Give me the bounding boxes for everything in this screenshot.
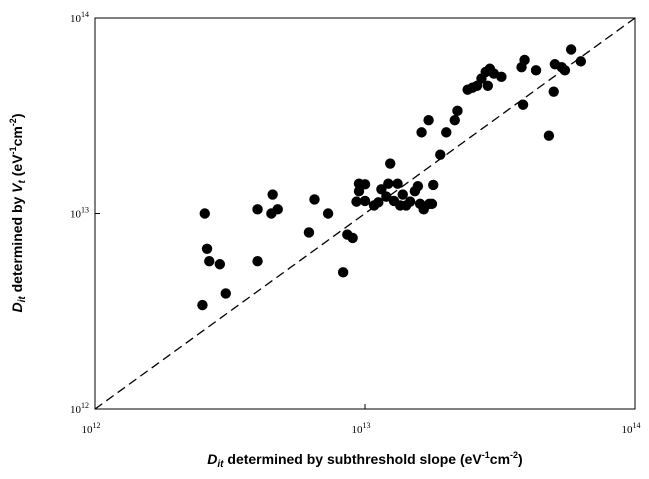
y-label-sup2: -2 <box>8 118 18 126</box>
x-tick-label: 1013 <box>352 421 371 436</box>
data-point <box>252 204 263 215</box>
data-point <box>351 196 362 207</box>
data-point <box>359 179 371 190</box>
y-axis-label: Dit determined by Vt (eV-1cm-2) <box>8 113 28 312</box>
data-point <box>543 130 555 141</box>
data-point <box>559 65 571 76</box>
data-point <box>449 115 460 126</box>
data-point <box>197 299 208 311</box>
x-label-text: determined by subthreshold slope (eV <box>224 451 483 467</box>
data-point <box>214 259 226 270</box>
data-point <box>376 184 387 195</box>
data-point <box>337 267 349 278</box>
data-points <box>197 44 587 311</box>
data-point <box>428 179 439 191</box>
x-tick-label: 1014 <box>622 421 641 436</box>
y-axis-ticks: 1012 1013 1014 <box>70 10 100 416</box>
data-point <box>204 256 215 267</box>
data-point <box>548 86 559 97</box>
data-point <box>441 127 452 138</box>
x-axis-label: Dit determined by subthreshold slope (eV… <box>207 450 522 470</box>
data-point <box>426 198 438 210</box>
data-point <box>272 204 283 215</box>
y-label-text2: (eV <box>9 154 25 180</box>
x-label-prefix: D <box>207 451 217 467</box>
data-point <box>412 180 424 192</box>
y-label-var: V <box>9 182 25 193</box>
y-label-prefix: D <box>9 302 25 312</box>
data-point <box>353 186 365 197</box>
data-point <box>435 149 446 160</box>
data-point <box>347 232 358 244</box>
data-point <box>373 197 384 208</box>
data-point <box>309 194 320 205</box>
data-point <box>359 195 371 207</box>
data-point <box>482 80 494 91</box>
x-label-suffix: ) <box>518 451 523 467</box>
data-point <box>383 178 394 189</box>
data-point <box>303 227 315 238</box>
data-point <box>199 208 210 219</box>
data-point <box>519 54 530 66</box>
y-label-sup1: -1 <box>8 146 18 154</box>
y-label-varsub: t <box>17 179 28 183</box>
data-point <box>397 189 408 200</box>
y-label-text: determined by <box>9 193 25 296</box>
x-axis-ticks: 1012 1013 1014 <box>82 404 641 436</box>
x-label-sub: it <box>217 459 224 470</box>
data-point <box>416 127 427 138</box>
data-point <box>530 65 542 76</box>
data-point <box>385 158 396 169</box>
y-label-suffix: ) <box>9 113 25 118</box>
x-label-sup1: -1 <box>482 450 490 460</box>
x-label-sup2: -2 <box>510 450 518 460</box>
data-point <box>392 178 403 189</box>
y-label-mid: cm <box>9 126 25 146</box>
data-point <box>575 56 587 67</box>
y-tick-label: 1014 <box>70 10 89 25</box>
y-tick-label: 1012 <box>70 401 89 416</box>
reference-line <box>94 17 636 410</box>
data-point <box>423 115 434 126</box>
data-point <box>322 208 334 219</box>
data-point <box>220 288 231 299</box>
data-point <box>517 99 529 110</box>
data-point <box>381 191 392 202</box>
data-point <box>267 189 278 200</box>
y-tick-label: 1013 <box>70 206 89 221</box>
data-point <box>452 105 463 117</box>
data-point <box>252 256 263 267</box>
x-label-mid: cm <box>490 451 510 467</box>
y-label-sub: it <box>17 296 28 303</box>
data-point <box>496 71 507 83</box>
x-tick-label: 1012 <box>82 421 101 436</box>
data-point <box>404 196 416 207</box>
data-point <box>565 44 577 55</box>
data-point <box>201 243 213 254</box>
